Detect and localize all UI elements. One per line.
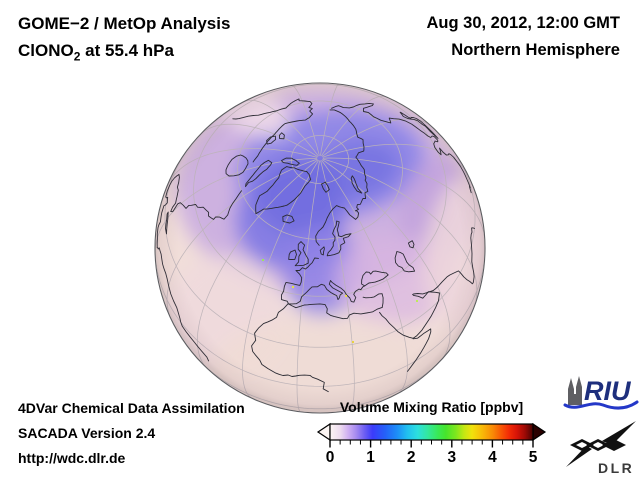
species-subscript: 2 <box>73 49 81 64</box>
limb-shading <box>155 83 485 413</box>
dlr-logo: DLR <box>566 421 636 476</box>
analysis-title: GOME−2 / MetOp Analysis <box>18 14 231 33</box>
dlr-star-east-diamond <box>602 439 626 451</box>
riu-logo: RIU <box>563 376 639 410</box>
colorbar: 0 1 2 3 4 5 <box>316 422 547 466</box>
assimilation-label: 4DVar Chemical Data Assimilation <box>18 400 245 416</box>
dlr-wordmark: DLR <box>598 460 634 476</box>
colorbar-title: Volume Mixing Ratio [ppbv] <box>339 399 524 415</box>
datetime-block: Aug 30, 2012, 12:00 GMT Northern Hemisph… <box>427 10 621 64</box>
dlr-star-sw-spike <box>566 446 592 467</box>
plot-title-block: GOME−2 / MetOp Analysis ClONO2 at 55.4 h… <box>18 10 230 70</box>
dlr-star-center-diamond <box>586 439 610 451</box>
pressure-level: at 55.4 hPa <box>80 41 174 60</box>
dlr-star-west-diamond <box>570 439 594 451</box>
datetime-label: Aug 30, 2012, 12:00 GMT <box>426 14 621 32</box>
hemisphere-label: Northern Hemisphere <box>451 41 620 59</box>
riu-wordmark: RIU <box>584 376 632 406</box>
colorbar-right-arrow <box>532 422 547 442</box>
svg-text:2: 2 <box>407 449 416 466</box>
credits-block: 4DVar Chemical Data Assimilation SACADA … <box>18 396 245 471</box>
svg-text:3: 3 <box>447 449 456 466</box>
svg-text:5: 5 <box>529 449 538 466</box>
colorbar-gradient-bar <box>329 423 534 441</box>
riu-wave-icon <box>563 400 639 410</box>
globe-rim <box>154 82 486 414</box>
svg-text:0: 0 <box>326 449 335 466</box>
species-level-title: ClONO2 at 55.4 hPa <box>18 37 230 70</box>
colorbar-left-arrow <box>316 422 331 442</box>
website-label: http://wdc.dlr.de <box>18 450 126 466</box>
svg-text:4: 4 <box>488 449 497 466</box>
colorbar-ticks <box>329 440 534 448</box>
species-name: ClONO <box>18 41 74 60</box>
cathedral-icon <box>568 376 582 405</box>
dlr-star-ne-spike <box>602 421 636 445</box>
colorbar-tick-labels: 0 1 2 3 4 5 <box>326 449 538 466</box>
svg-text:1: 1 <box>366 449 375 466</box>
version-label: SACADA Version 2.4 <box>18 425 156 441</box>
